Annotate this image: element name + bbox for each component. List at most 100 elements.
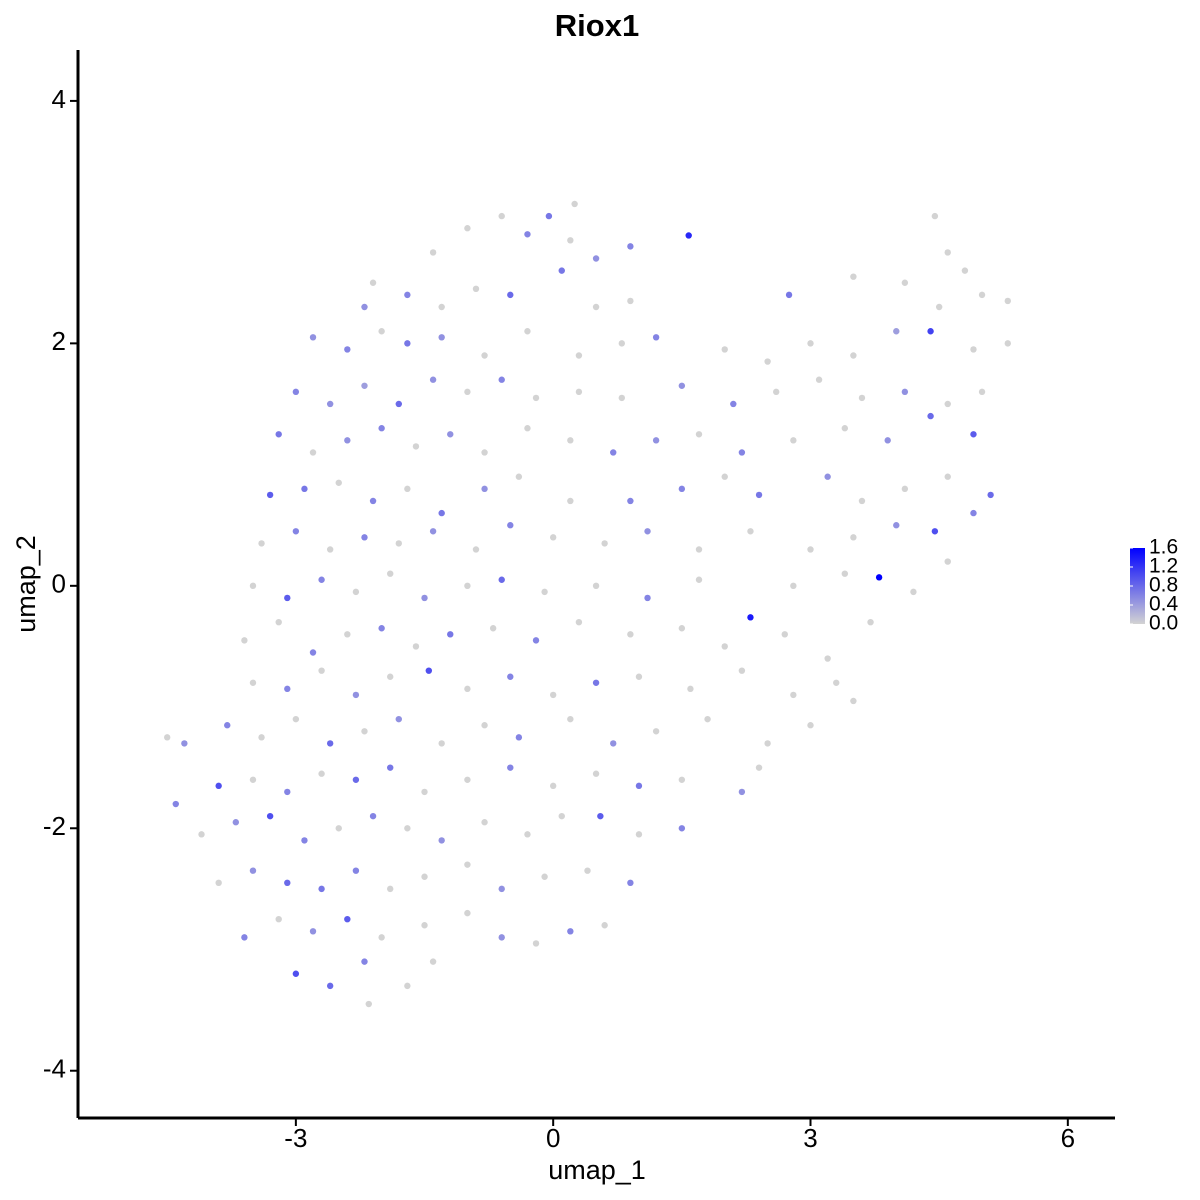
point bbox=[429, 376, 437, 383]
point bbox=[678, 382, 686, 389]
point bbox=[292, 715, 300, 723]
point bbox=[790, 582, 797, 590]
point bbox=[361, 534, 368, 541]
point bbox=[627, 243, 634, 250]
point bbox=[627, 297, 634, 305]
point bbox=[395, 715, 402, 723]
point bbox=[532, 637, 540, 644]
point bbox=[571, 200, 578, 208]
y-axis-label: umap_2 bbox=[11, 535, 41, 633]
point bbox=[652, 437, 660, 444]
point bbox=[601, 922, 608, 929]
point bbox=[309, 334, 317, 341]
point bbox=[601, 540, 608, 547]
point bbox=[249, 582, 257, 590]
point bbox=[309, 928, 317, 935]
point bbox=[695, 546, 703, 553]
point bbox=[970, 509, 977, 517]
point bbox=[421, 594, 428, 602]
point bbox=[850, 352, 857, 359]
point bbox=[447, 431, 454, 438]
point bbox=[301, 485, 308, 493]
point bbox=[489, 625, 497, 632]
point bbox=[498, 212, 505, 220]
point bbox=[944, 558, 951, 565]
point bbox=[944, 400, 951, 408]
point bbox=[241, 934, 248, 941]
point bbox=[318, 576, 325, 583]
x-tick-label: 0 bbox=[546, 1123, 560, 1153]
point bbox=[412, 643, 420, 650]
point bbox=[575, 388, 583, 396]
point bbox=[618, 340, 626, 347]
point bbox=[1004, 297, 1011, 305]
point bbox=[284, 879, 291, 887]
point bbox=[507, 764, 514, 771]
point bbox=[164, 734, 171, 741]
point bbox=[807, 546, 814, 553]
point bbox=[464, 582, 471, 590]
point bbox=[421, 873, 428, 880]
point bbox=[498, 376, 505, 383]
point bbox=[344, 631, 351, 638]
point bbox=[395, 400, 402, 408]
colorbar-tick-label: 1.6 bbox=[1149, 536, 1178, 559]
point bbox=[584, 867, 591, 874]
point bbox=[369, 812, 377, 820]
point bbox=[944, 473, 951, 480]
point bbox=[301, 837, 308, 844]
y-tick-label: 0 bbox=[52, 569, 66, 599]
point bbox=[335, 479, 342, 486]
point bbox=[498, 885, 505, 893]
point bbox=[549, 534, 557, 541]
point bbox=[970, 431, 977, 438]
point bbox=[266, 491, 274, 499]
point bbox=[610, 449, 617, 456]
point bbox=[610, 740, 617, 747]
point bbox=[344, 915, 351, 923]
point bbox=[378, 625, 385, 632]
point bbox=[875, 574, 883, 581]
point bbox=[318, 667, 325, 674]
point bbox=[755, 764, 763, 771]
point bbox=[635, 782, 643, 790]
point bbox=[258, 540, 265, 547]
point bbox=[695, 576, 703, 583]
point bbox=[481, 449, 488, 456]
point bbox=[850, 534, 857, 541]
point bbox=[464, 225, 471, 232]
point bbox=[438, 303, 445, 311]
point bbox=[232, 819, 240, 826]
point bbox=[507, 673, 514, 680]
y-tick-label: -4 bbox=[43, 1054, 66, 1084]
point bbox=[738, 449, 746, 456]
point bbox=[275, 618, 282, 626]
point bbox=[747, 614, 754, 621]
point bbox=[747, 528, 754, 535]
point bbox=[352, 691, 360, 699]
point bbox=[472, 285, 480, 293]
colorbar-tick-label: 0.0 bbox=[1149, 612, 1178, 635]
x-tick-label: -3 bbox=[284, 1123, 307, 1153]
x-axis-label: umap_1 bbox=[548, 1155, 646, 1185]
point bbox=[425, 667, 433, 674]
point bbox=[524, 831, 531, 838]
point bbox=[378, 328, 385, 335]
point bbox=[738, 788, 746, 796]
point bbox=[532, 940, 540, 947]
point bbox=[344, 346, 351, 353]
point bbox=[567, 715, 574, 723]
colorbar-tick-label: 0.8 bbox=[1149, 574, 1178, 597]
point bbox=[910, 588, 917, 596]
point bbox=[627, 497, 634, 505]
point bbox=[772, 388, 780, 396]
point bbox=[567, 237, 574, 244]
point bbox=[241, 637, 248, 644]
point bbox=[404, 982, 411, 990]
point bbox=[558, 267, 565, 274]
point bbox=[438, 740, 445, 747]
point bbox=[507, 522, 514, 529]
point bbox=[361, 303, 368, 311]
point bbox=[592, 255, 600, 262]
point bbox=[935, 303, 943, 311]
